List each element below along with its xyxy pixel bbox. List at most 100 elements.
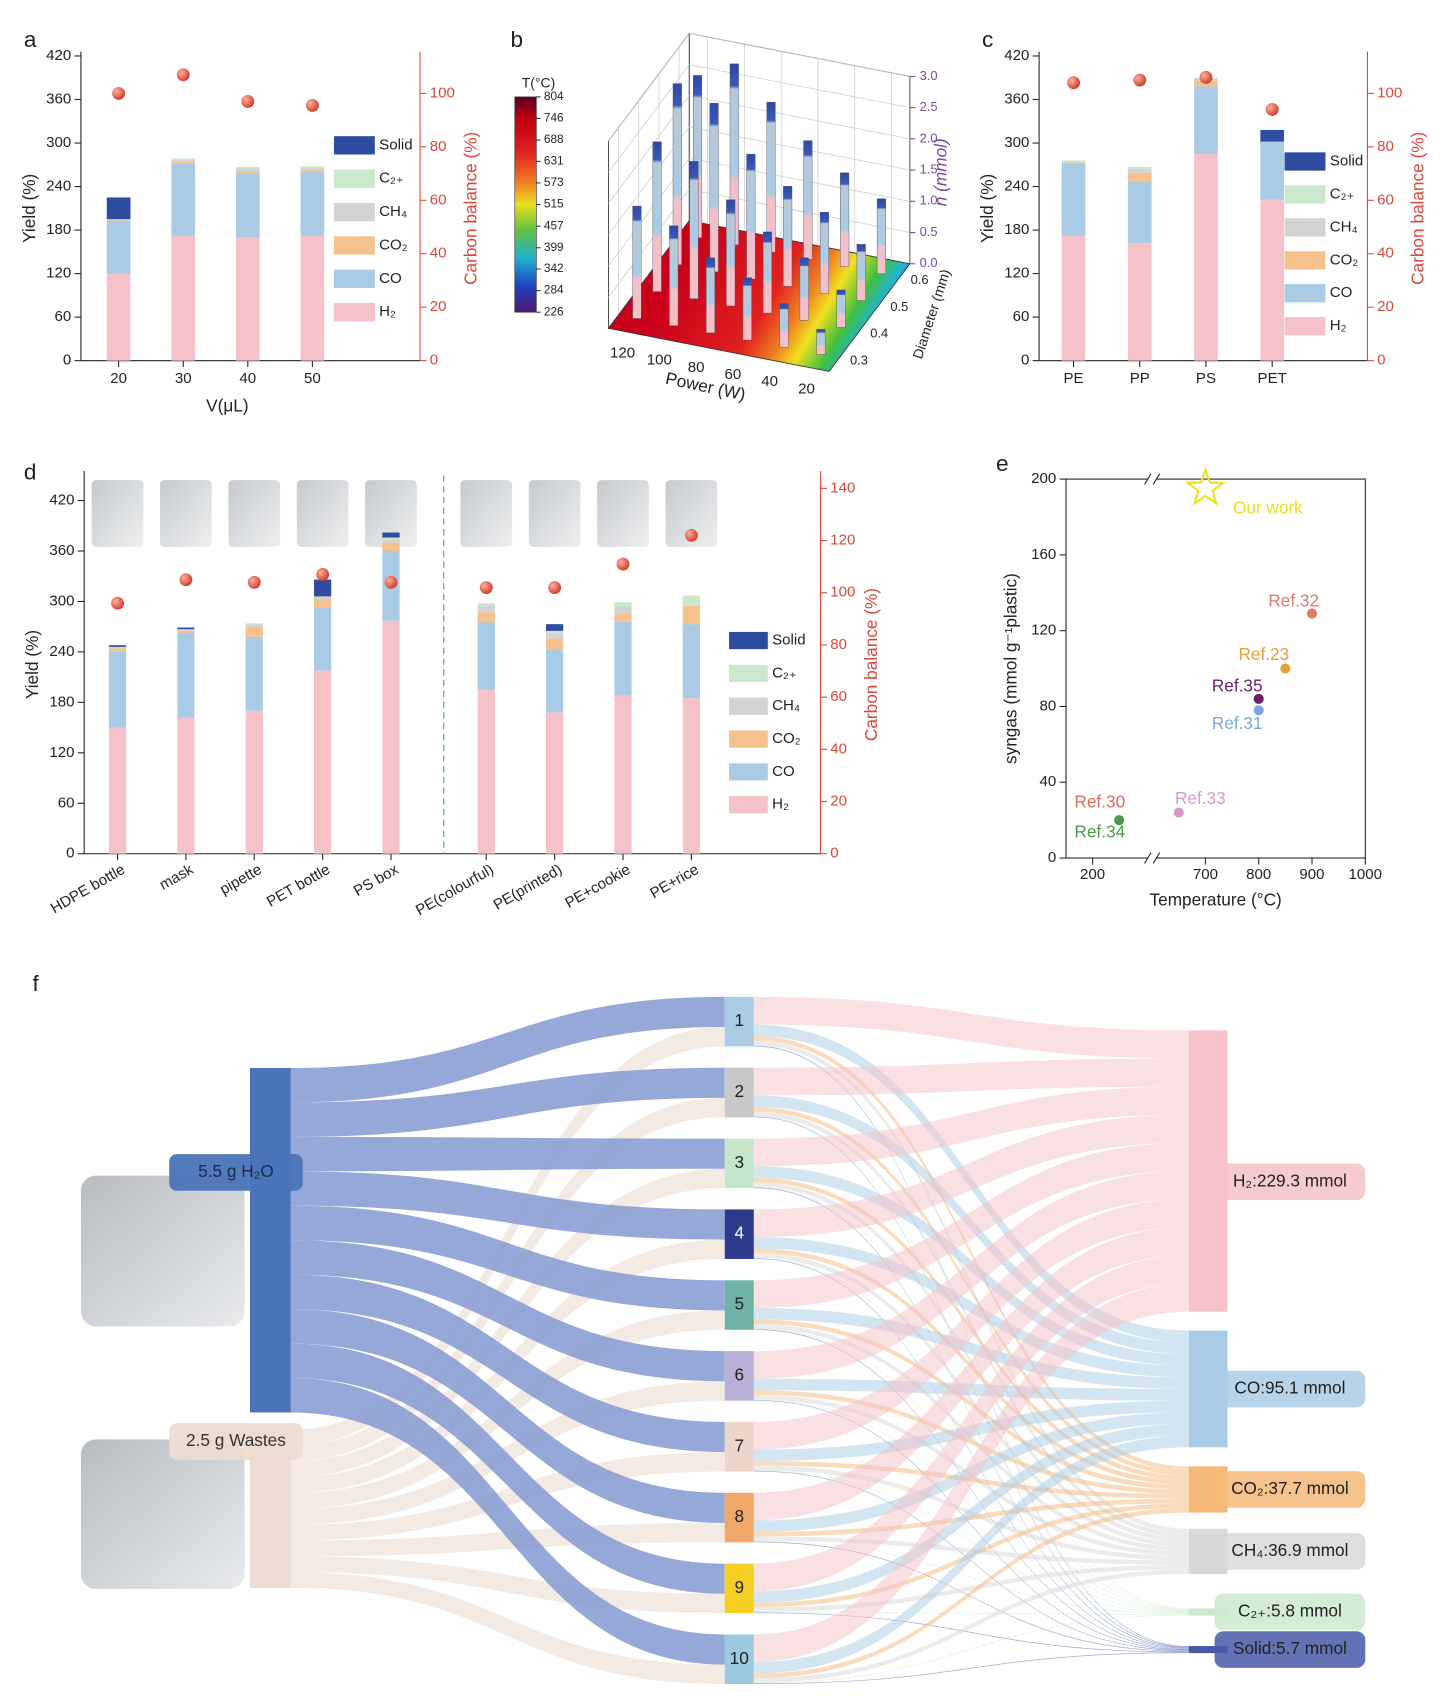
grid-line	[689, 126, 910, 171]
bar-segment	[177, 629, 195, 631]
bar-segment	[1260, 141, 1285, 200]
bar-segment	[235, 166, 260, 169]
step-node	[724, 1563, 754, 1614]
y2-tick-label: 80	[830, 636, 847, 653]
carbon-balance-point	[1265, 102, 1279, 116]
y-tick-label: 180	[46, 221, 71, 238]
bar-3d	[856, 244, 866, 301]
flow-link	[290, 1205, 725, 1311]
product-label: CO:95.1 mmol	[1234, 1378, 1345, 1398]
flow-link	[753, 1319, 1189, 1490]
legend-label: H₂	[772, 796, 789, 813]
panel-letter: f	[32, 971, 39, 996]
flow-link	[753, 1086, 1189, 1167]
y-tick-label: 80	[1040, 697, 1057, 714]
x-tick-label: pipette	[217, 861, 265, 898]
flow-link	[290, 1556, 725, 1614]
flow-link	[753, 1199, 1189, 1450]
bar-segment	[682, 624, 700, 699]
photo	[80, 1439, 245, 1590]
y-tick-label: 0.4	[870, 326, 888, 341]
carbon-balance-point	[616, 557, 630, 571]
legend-label: CO	[772, 763, 795, 780]
bar-3d	[742, 277, 752, 341]
x-tick-label: 700	[1193, 866, 1218, 883]
carbon-balance-point	[548, 581, 562, 594]
bar-segment	[682, 605, 700, 625]
y-tick-label: 180	[1004, 221, 1029, 238]
product-label: Solid:5.7 mmol	[1233, 1638, 1347, 1658]
legend-label: CO	[379, 270, 402, 287]
y-tick-label: 0	[63, 352, 71, 369]
carbon-balance-point	[684, 528, 698, 542]
y-axis-label: Yield (%)	[977, 174, 997, 243]
x-tick-label: 50	[304, 370, 321, 387]
bar-segment	[1127, 169, 1152, 173]
bar-segment	[1127, 166, 1152, 170]
bar-segment	[1194, 153, 1218, 361]
legend-swatch	[333, 202, 375, 222]
carbon-balance-point	[176, 68, 190, 82]
carbon-balance-point	[179, 573, 193, 587]
source-label: 2.5 g Wastes	[186, 1430, 286, 1450]
y2-tick-label: 20	[1377, 298, 1394, 315]
legend-swatch	[729, 796, 768, 814]
y2-tick-label: 60	[430, 191, 447, 208]
flow-link	[290, 1381, 725, 1525]
x-tick-label: 200	[1080, 866, 1105, 883]
x-tick-label: 900	[1299, 866, 1324, 883]
legend-label: Solid	[379, 136, 413, 153]
step-label: 3	[734, 1152, 744, 1172]
bar-segment	[177, 717, 195, 854]
bar-3d	[632, 205, 642, 319]
flow-link	[753, 1255, 1189, 1592]
carbon-balance-point	[1199, 70, 1213, 84]
legend-label: CH₄	[772, 697, 800, 714]
flow-link	[753, 1470, 1189, 1614]
point-label: Ref.23	[1238, 644, 1289, 664]
y-tick-label: 300	[49, 592, 74, 609]
panel-letter: c	[982, 27, 993, 52]
product-label: CH₄:36.9 mmol	[1231, 1540, 1348, 1560]
legend-swatch	[729, 697, 768, 715]
y2-tick-label: 100	[430, 84, 455, 101]
flow-link	[753, 1036, 1189, 1471]
colorbar-tick-label: 631	[544, 153, 564, 167]
legend-swatch	[729, 631, 768, 650]
photo	[91, 480, 144, 547]
step-label: 8	[734, 1506, 744, 1526]
x-tick-label: 60	[725, 366, 742, 383]
z-tick-label: 1.5	[920, 162, 938, 177]
bar-segment	[1127, 172, 1152, 182]
bar-segment	[245, 624, 263, 627]
z-tick-label: 2.0	[920, 130, 938, 145]
bar-segment	[1061, 160, 1086, 162]
flow-link	[290, 1572, 725, 1684]
x-tick-label: 120	[610, 344, 635, 361]
bar-segment	[314, 670, 332, 854]
bar-3d	[799, 257, 809, 321]
bar-segment	[614, 602, 632, 607]
colorbar-tick-label: 804	[544, 89, 564, 103]
bar-segment	[477, 603, 495, 606]
flow-link	[290, 1136, 725, 1172]
y2-tick-label: 100	[830, 584, 855, 601]
point-label: Ref.32	[1268, 590, 1319, 610]
bar-segment	[106, 220, 131, 274]
flow-link	[290, 996, 725, 1103]
carbon-balance-point	[241, 94, 255, 108]
bar-segment	[314, 598, 332, 608]
legend-swatch	[1284, 152, 1326, 171]
y-axis-label: Yield (%)	[22, 630, 42, 699]
grid-line	[689, 33, 910, 77]
bar-segment	[108, 651, 127, 728]
flow-link	[753, 1435, 1189, 1674]
bar-segment	[314, 579, 332, 597]
flow-link	[753, 1106, 1189, 1476]
carbon-balance-point	[112, 86, 126, 100]
scatter-point	[1113, 814, 1125, 826]
bar-segment	[235, 171, 260, 174]
grid-line	[608, 64, 690, 173]
y2-axis-label: Carbon balance (%)	[861, 588, 881, 741]
